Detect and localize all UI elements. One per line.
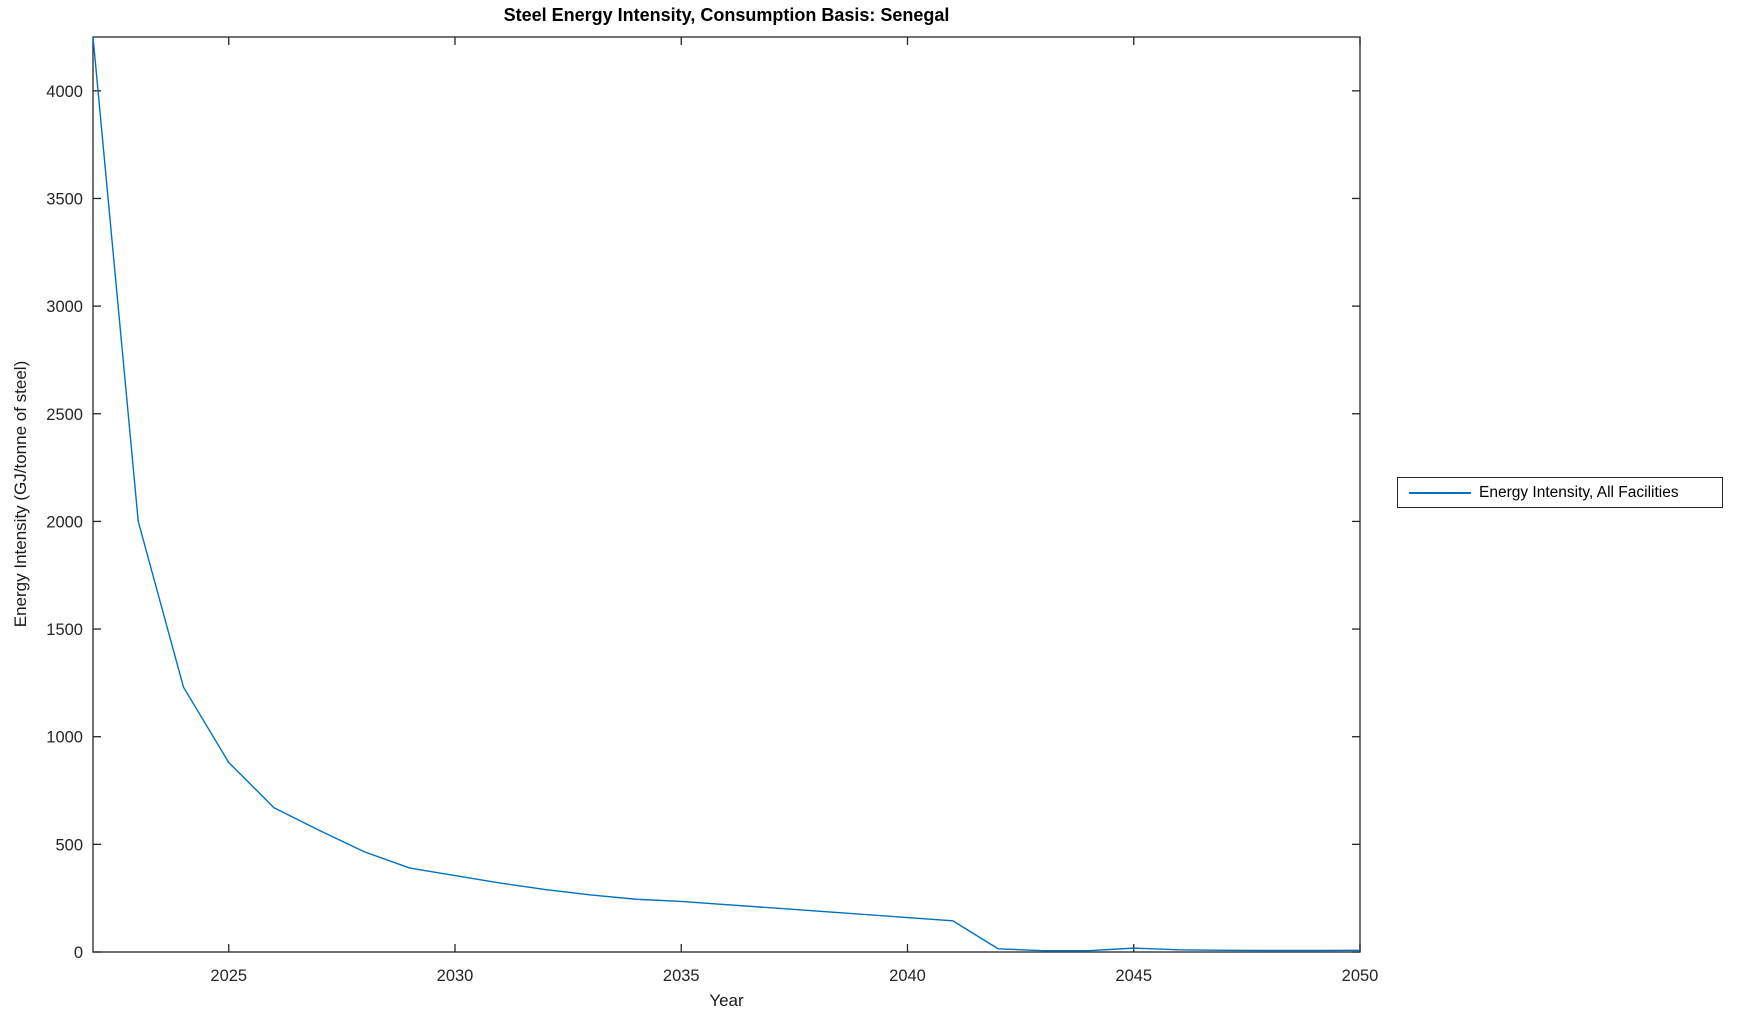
legend-line-sample bbox=[1409, 491, 1471, 494]
plot-frame bbox=[92, 36, 1361, 953]
y-tick-label: 1500 bbox=[46, 621, 83, 639]
legend-entry-label: Energy Intensity, All Facilities bbox=[1479, 483, 1679, 501]
x-tick-label: 2030 bbox=[437, 967, 474, 985]
y-axis-label: Energy Intensity (GJ/tonne of steel) bbox=[11, 360, 30, 628]
y-tick-label: 1000 bbox=[46, 729, 83, 747]
x-axis-label: Year bbox=[709, 991, 744, 1010]
y-tick-label: 4000 bbox=[46, 83, 83, 101]
y-tick-label: 3500 bbox=[46, 190, 83, 208]
chart-title: Steel Energy Intensity, Consumption Basi… bbox=[503, 5, 950, 25]
x-tick-label: 2040 bbox=[889, 967, 926, 985]
y-tick-label: 3000 bbox=[46, 298, 83, 316]
y-tick-label: 500 bbox=[55, 836, 83, 854]
x-tick-label: 2035 bbox=[663, 967, 700, 985]
y-tick-label: 0 bbox=[74, 944, 83, 962]
series-line-energy-intensity bbox=[92, 36, 1361, 952]
y-tick-label: 2000 bbox=[46, 513, 83, 531]
legend: Energy Intensity, All Facilities bbox=[1397, 477, 1723, 508]
x-tick-label: 2050 bbox=[1342, 967, 1379, 985]
y-tick-label: 2500 bbox=[46, 406, 83, 424]
x-tick-label: 2045 bbox=[1115, 967, 1152, 985]
x-tick-label: 2025 bbox=[210, 967, 247, 985]
